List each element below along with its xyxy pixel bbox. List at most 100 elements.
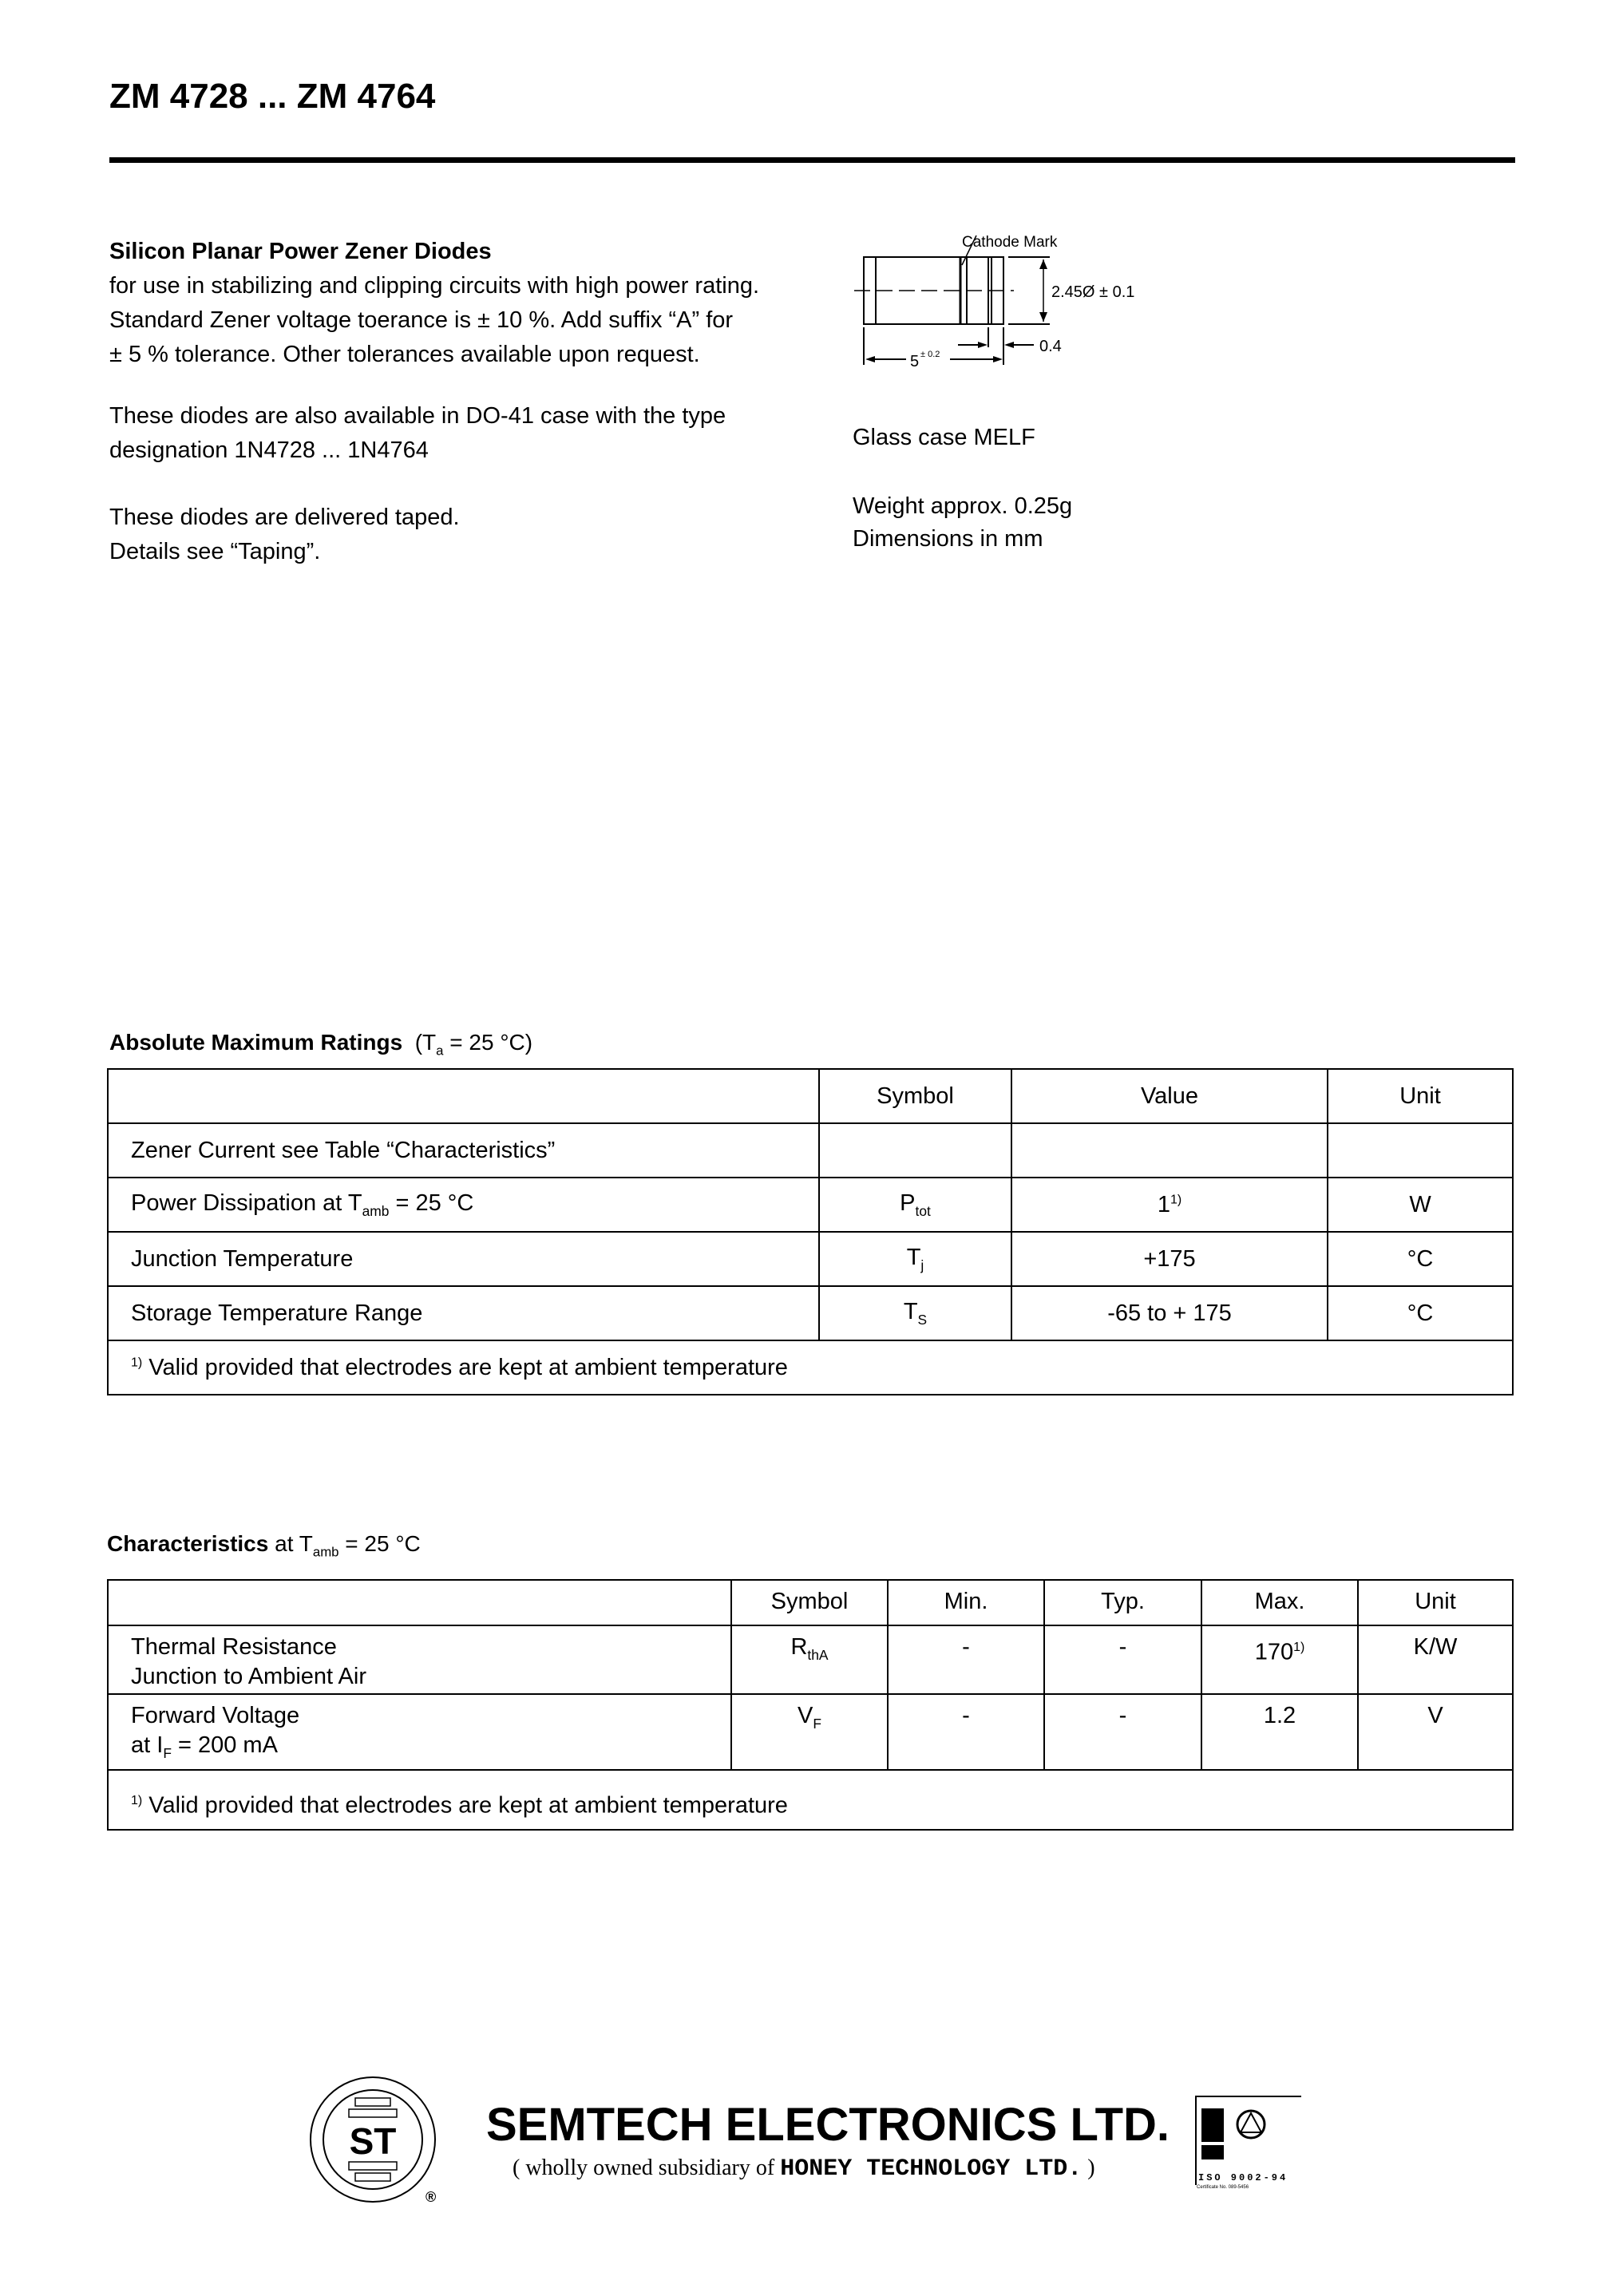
length-tolerance: ± 0.2 <box>920 350 940 359</box>
cathode-mark-label: Cathode Mark <box>962 234 1058 251</box>
subsidiary-text: ( wholly owned subsidiary of <box>513 2155 781 2180</box>
company-name: SEMTECH ELECTRONICS LTD. <box>486 2099 1170 2151</box>
taping-note: These diodes are delivered taped. Detail… <box>109 501 460 569</box>
intro-line: for use in stabilizing and clipping circ… <box>109 273 760 299</box>
header-unit: Unit <box>1327 1068 1514 1124</box>
header-unit: Unit <box>1357 1579 1514 1626</box>
symbol-sub: j <box>920 1257 924 1273</box>
param-cell: Thermal Resistance Junction to Ambient Ai… <box>107 1625 732 1695</box>
typ-cell: - <box>1043 1625 1202 1695</box>
footnote: Valid provided that electrodes are kept … <box>148 1792 788 1819</box>
do41-note: These diodes are also available in DO-41… <box>109 399 726 468</box>
logo-text: ST <box>350 2120 397 2162</box>
max: 170 <box>1254 1639 1294 1665</box>
param-post: = 25 °C <box>389 1190 474 1216</box>
symbol-cell: VF <box>730 1693 889 1771</box>
unit-cell <box>1327 1122 1514 1178</box>
param: Thermal Resistance <box>131 1634 337 1660</box>
footnote-mark: 1) <box>131 1355 143 1369</box>
param-cell: Zener Current see Table “Characteristics… <box>107 1122 820 1178</box>
value-cell: -65 to + 175 <box>1011 1285 1328 1341</box>
table-row: Thermal Resistance Junction to Ambient Ai… <box>107 1625 1514 1695</box>
param-cell: Storage Temperature Range <box>107 1285 820 1341</box>
taping-line: These diodes are delivered taped. <box>109 505 460 530</box>
unit-cell: K/W <box>1357 1625 1514 1695</box>
intro-line: Standard Zener voltage toerance is ± 10 … <box>109 307 734 333</box>
table-header-row: Symbol Min. Typ. Max. Unit <box>107 1579 1514 1626</box>
table-row: Power Dissipation at Tamb = 25 °C Ptot 1… <box>107 1177 1514 1233</box>
table-row: Forward Voltage at IF = 200 mA VF - - 1.2… <box>107 1693 1514 1771</box>
page-title: ZM 4728 ... ZM 4764 <box>109 77 436 116</box>
footnote: Valid provided that electrodes are kept … <box>148 1354 788 1380</box>
cond-sub: amb <box>312 1544 339 1560</box>
abs-max-title: Absolute Maximum Ratings <box>109 1030 403 1055</box>
certificate-number: Certificate No. 089-5456 <box>1197 2185 1249 2190</box>
abs-max-table: Symbol Value Unit Zener Current see Tabl… <box>107 1068 1514 1395</box>
symbol-sub: S <box>917 1311 928 1328</box>
cond-sub: a <box>436 1043 444 1059</box>
symbol: P <box>900 1190 916 1216</box>
table-header-row: Symbol Value Unit <box>107 1068 1514 1124</box>
certification-seal-icon <box>1236 2109 1266 2140</box>
footnote-cell: 1) Valid provided that electrodes are ke… <box>107 1340 1514 1395</box>
header-max: Max. <box>1201 1579 1359 1626</box>
parent-company: HONEY TECHNOLOGY LTD. <box>780 2155 1083 2183</box>
max-cell: 1.2 <box>1201 1693 1359 1771</box>
min-cell: - <box>887 1693 1045 1771</box>
param-cell: Forward Voltage at IF = 200 mA <box>107 1693 732 1771</box>
symbol: T <box>903 1298 918 1324</box>
param: Power Dissipation at T <box>131 1190 362 1216</box>
characteristics-heading: Characteristics at Tamb = 25 °C <box>107 1531 421 1561</box>
header-symbol: Symbol <box>730 1579 889 1626</box>
value: 1 <box>1157 1191 1170 1217</box>
symbol-sub: F <box>813 1715 821 1732</box>
do41-line: These diodes are also available in DO-41… <box>109 403 726 429</box>
param-cell: Junction Temperature <box>107 1231 820 1287</box>
symbol-cell: Tj <box>818 1231 1012 1287</box>
header-cell <box>107 1579 732 1626</box>
length-label: 5 <box>910 353 919 370</box>
cond: = 25 °C <box>338 1531 421 1556</box>
intro-heading: Silicon Planar Power Zener Diodes <box>109 239 492 264</box>
table-row: Zener Current see Table “Characteristics… <box>107 1122 1514 1178</box>
param-cell: Power Dissipation at Tamb = 25 °C <box>107 1177 820 1233</box>
characteristics-title: Characteristics <box>107 1531 269 1556</box>
title-rule <box>109 157 1515 163</box>
do41-line: designation 1N4728 ... 1N4764 <box>109 437 429 463</box>
header-min: Min. <box>887 1579 1045 1626</box>
diameter-label: 2.45Ø ± 0.1 <box>1051 283 1134 301</box>
value-cell <box>1011 1122 1328 1178</box>
iso-certification-badge: ISO 9002-94 Certificate No. 089-5456 <box>1195 2096 1301 2199</box>
iso-standard: ISO 9002-94 <box>1198 2172 1288 2183</box>
cond: (T <box>414 1030 437 1055</box>
case-type: Glass case MELF <box>853 425 1035 450</box>
symbol-sub: thA <box>807 1646 829 1663</box>
abs-max-heading: Absolute Maximum Ratings (Ta = 25 °C) <box>109 1030 532 1059</box>
cond: at T <box>268 1531 313 1556</box>
param-detail: Junction to Ambient Air <box>131 1664 366 1689</box>
unit-cell: °C <box>1327 1285 1514 1341</box>
min-cell: - <box>887 1625 1045 1695</box>
symbol-cell: RthA <box>730 1625 889 1695</box>
param-detail: at IF = 200 mA <box>131 1731 708 1768</box>
symbol-cell: Ptot <box>818 1177 1012 1233</box>
characteristics-table: Symbol Min. Typ. Max. Unit Thermal Resis… <box>107 1579 1514 1831</box>
symbol: R <box>790 1634 808 1660</box>
weight: Weight approx. 0.25g <box>853 493 1073 519</box>
value-cell: +175 <box>1011 1231 1328 1287</box>
symbol: T <box>906 1244 921 1270</box>
param-sub: amb <box>362 1202 390 1219</box>
semtech-logo: ST ® <box>310 2076 436 2205</box>
header-typ: Typ. <box>1043 1579 1202 1626</box>
symbol-cell <box>818 1122 1012 1178</box>
footnote-row: 1) Valid provided that electrodes are ke… <box>107 1340 1514 1395</box>
footnote-row: 1) Valid provided that electrodes are ke… <box>107 1769 1514 1831</box>
param-detail-text: at I <box>131 1732 164 1758</box>
symbol: V <box>798 1703 813 1728</box>
footnote-ref: 1) <box>1170 1192 1182 1206</box>
intro-block: Silicon Planar Power Zener Diodes for us… <box>109 235 759 372</box>
cond: = 25 °C) <box>443 1030 533 1055</box>
param-detail-sub: F <box>163 1744 172 1761</box>
symbol-sub: tot <box>915 1202 931 1219</box>
intro-line: ± 5 % tolerance. Other tolerances availa… <box>109 342 700 367</box>
